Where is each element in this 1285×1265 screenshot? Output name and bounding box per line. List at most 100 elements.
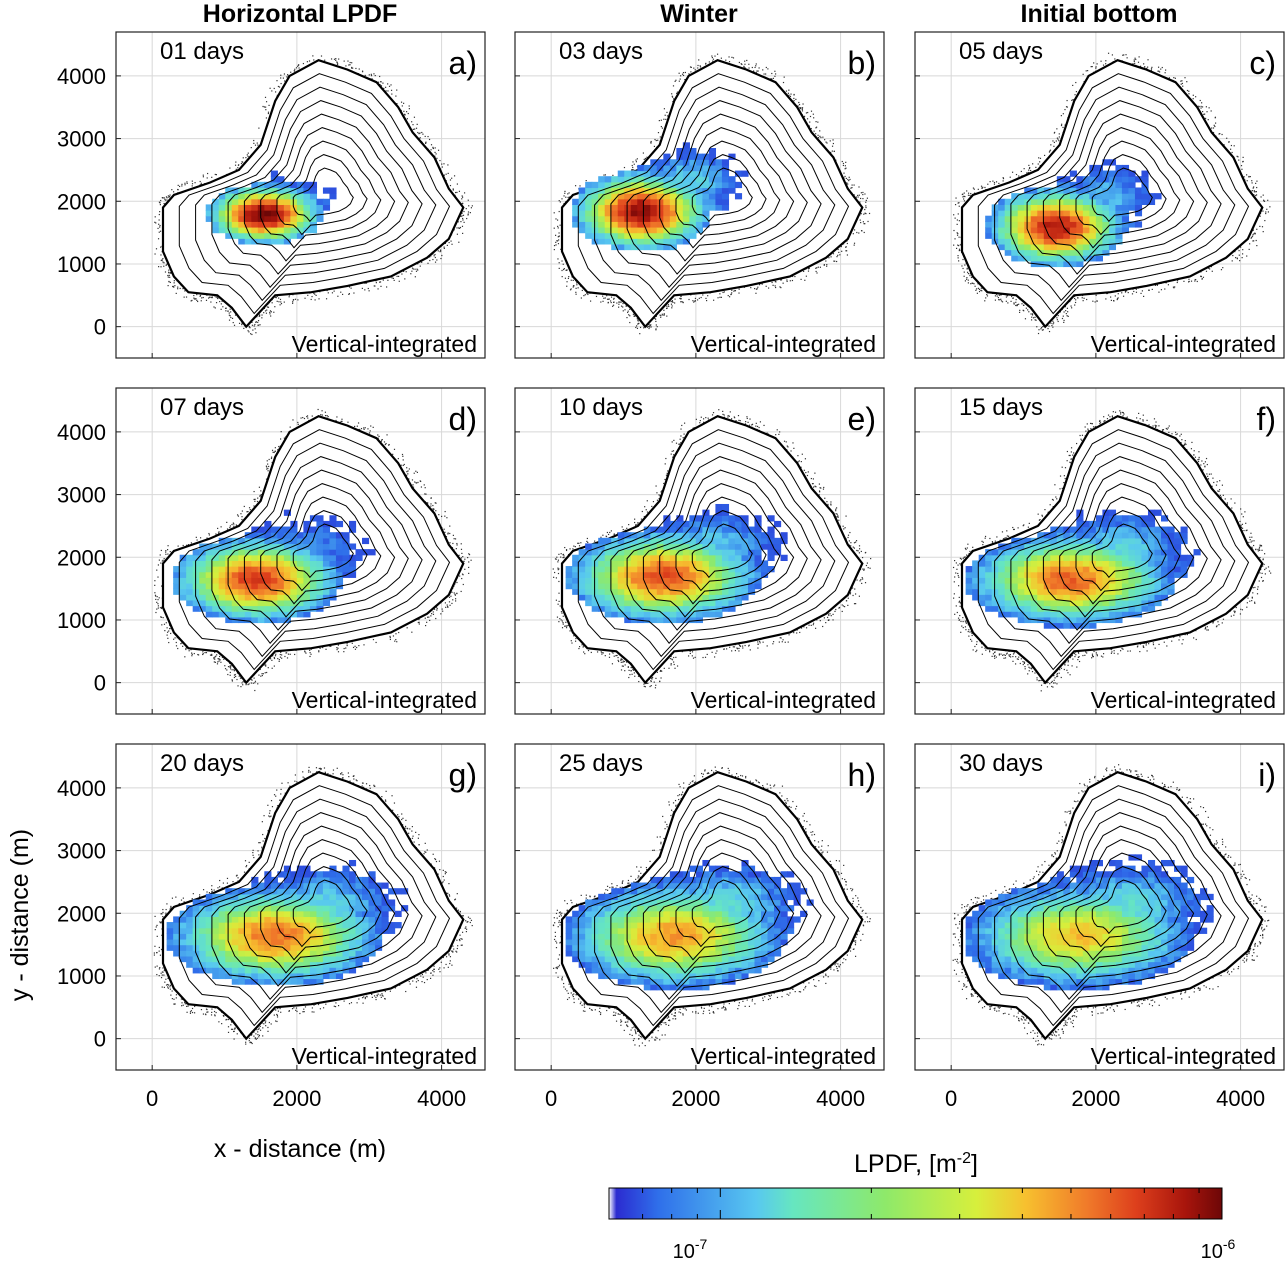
lpdf-cell: [695, 577, 703, 584]
lpdf-cell: [604, 899, 612, 906]
lpdf-cell: [335, 560, 344, 567]
lpdf-cell: [1108, 888, 1117, 895]
lpdf-cell: [257, 967, 265, 974]
lpdf-cell: [335, 927, 344, 934]
lpdf-cell: [316, 198, 324, 206]
lpdf-cell: [1037, 560, 1045, 567]
lpdf-cell: [231, 916, 239, 923]
lpdf-cell: [747, 893, 756, 901]
lpdf-cell: [1076, 577, 1084, 584]
lpdf-cell: [650, 888, 658, 895]
lpdf-cell: [244, 910, 252, 918]
lpdf-cell: [1043, 560, 1051, 567]
lpdf-cell: [617, 916, 625, 923]
lpdf-cell: [741, 549, 749, 556]
lpdf-cell: [335, 532, 344, 539]
lpdf-cell: [721, 978, 730, 985]
lpdf-cell: [1037, 571, 1045, 578]
lpdf-cell: [225, 577, 233, 584]
lpdf-cell: [998, 198, 1006, 206]
lpdf-cell: [624, 899, 632, 906]
lpdf-cell: [985, 577, 993, 584]
lpdf-cell: [1076, 967, 1084, 974]
lpdf-cell: [192, 582, 200, 590]
lpdf-cell: [991, 910, 999, 918]
lpdf-cell: [199, 605, 207, 612]
lpdf-cell: [303, 537, 311, 545]
lpdf-cell: [669, 905, 677, 912]
lpdf-cell: [1180, 888, 1188, 895]
lpdf-cell: [767, 955, 775, 963]
lpdf-cell: [375, 922, 383, 929]
lpdf-cell: [1063, 622, 1071, 629]
panel-frame: [115, 31, 486, 359]
lpdf-cell: [591, 549, 599, 556]
lpdf-cell: [270, 899, 278, 906]
lpdf-cell: [591, 927, 599, 934]
depth-contour: [1042, 127, 1195, 262]
lpdf-cell: [787, 905, 795, 912]
lpdf-cell: [1037, 967, 1045, 974]
lpdf-cell: [669, 871, 677, 878]
lpdf-cell: [277, 204, 285, 211]
lpdf-cell: [309, 978, 318, 985]
lpdf-cell: [1134, 599, 1143, 607]
lpdf-cell: [1134, 927, 1143, 934]
lpdf-cell: [1011, 933, 1019, 940]
lpdf-cell: [1030, 232, 1038, 239]
lpdf-cell: [1167, 950, 1175, 957]
lpdf-cell: [741, 566, 749, 573]
lpdf-cell: [637, 611, 645, 618]
lpdf-cell: [355, 961, 363, 968]
lpdf-cell: [1167, 526, 1175, 533]
lpdf-cell: [1056, 967, 1064, 974]
lpdf-cell: [624, 922, 632, 929]
lpdf-cell: [761, 893, 769, 901]
lpdf-cell: [1089, 938, 1097, 946]
lpdf-cell: [604, 967, 612, 974]
depth-contour: [642, 839, 795, 974]
lpdf-cell: [335, 871, 344, 878]
lpdf-cell: [669, 549, 677, 556]
lpdf-cell: [290, 927, 298, 934]
depth-contour: [1042, 483, 1195, 618]
lpdf-cell: [682, 899, 690, 906]
lpdf-cell: [212, 927, 220, 934]
lpdf-cell: [708, 927, 717, 934]
lpdf-cell: [179, 588, 187, 595]
lpdf-cell: [244, 554, 252, 562]
lpdf-cell: [630, 922, 638, 929]
lpdf-cell: [1063, 532, 1071, 539]
lpdf-cell: [774, 882, 782, 889]
lpdf-cell: [689, 571, 697, 578]
lpdf-cell: [1017, 238, 1025, 245]
lpdf-cell: [1024, 605, 1032, 612]
lpdf-cell: [1102, 537, 1110, 545]
lpdf-cell: [1102, 226, 1110, 234]
lpdf-cell: [355, 554, 363, 562]
lpdf-cell: [643, 616, 651, 624]
lpdf-cell: [283, 571, 291, 578]
lpdf-cell: [368, 916, 376, 923]
lpdf-cell: [1115, 170, 1123, 177]
lpdf-cell: [1121, 549, 1130, 556]
lpdf-cell: [1050, 984, 1058, 991]
lpdf-cell: [695, 549, 703, 556]
depth-contour: [1091, 879, 1153, 935]
lpdf-cell: [303, 865, 311, 872]
lpdf-cell: [251, 910, 259, 918]
lpdf-cell: [1050, 243, 1058, 251]
lpdf-cell: [676, 159, 684, 166]
lpdf-cell: [316, 916, 324, 923]
lpdf-cell: [1076, 526, 1084, 533]
lpdf-cell: [277, 238, 285, 245]
lpdf-cell: [231, 198, 239, 206]
lpdf-cell: [225, 916, 233, 923]
lpdf-cell: [604, 560, 612, 567]
lpdf-cell: [604, 176, 612, 183]
lpdf-cell: [1128, 905, 1136, 912]
lpdf-cell: [264, 520, 272, 528]
lpdf-cell: [1030, 255, 1038, 262]
lpdf-cell: [264, 571, 272, 578]
lpdf-cell: [1017, 905, 1025, 912]
